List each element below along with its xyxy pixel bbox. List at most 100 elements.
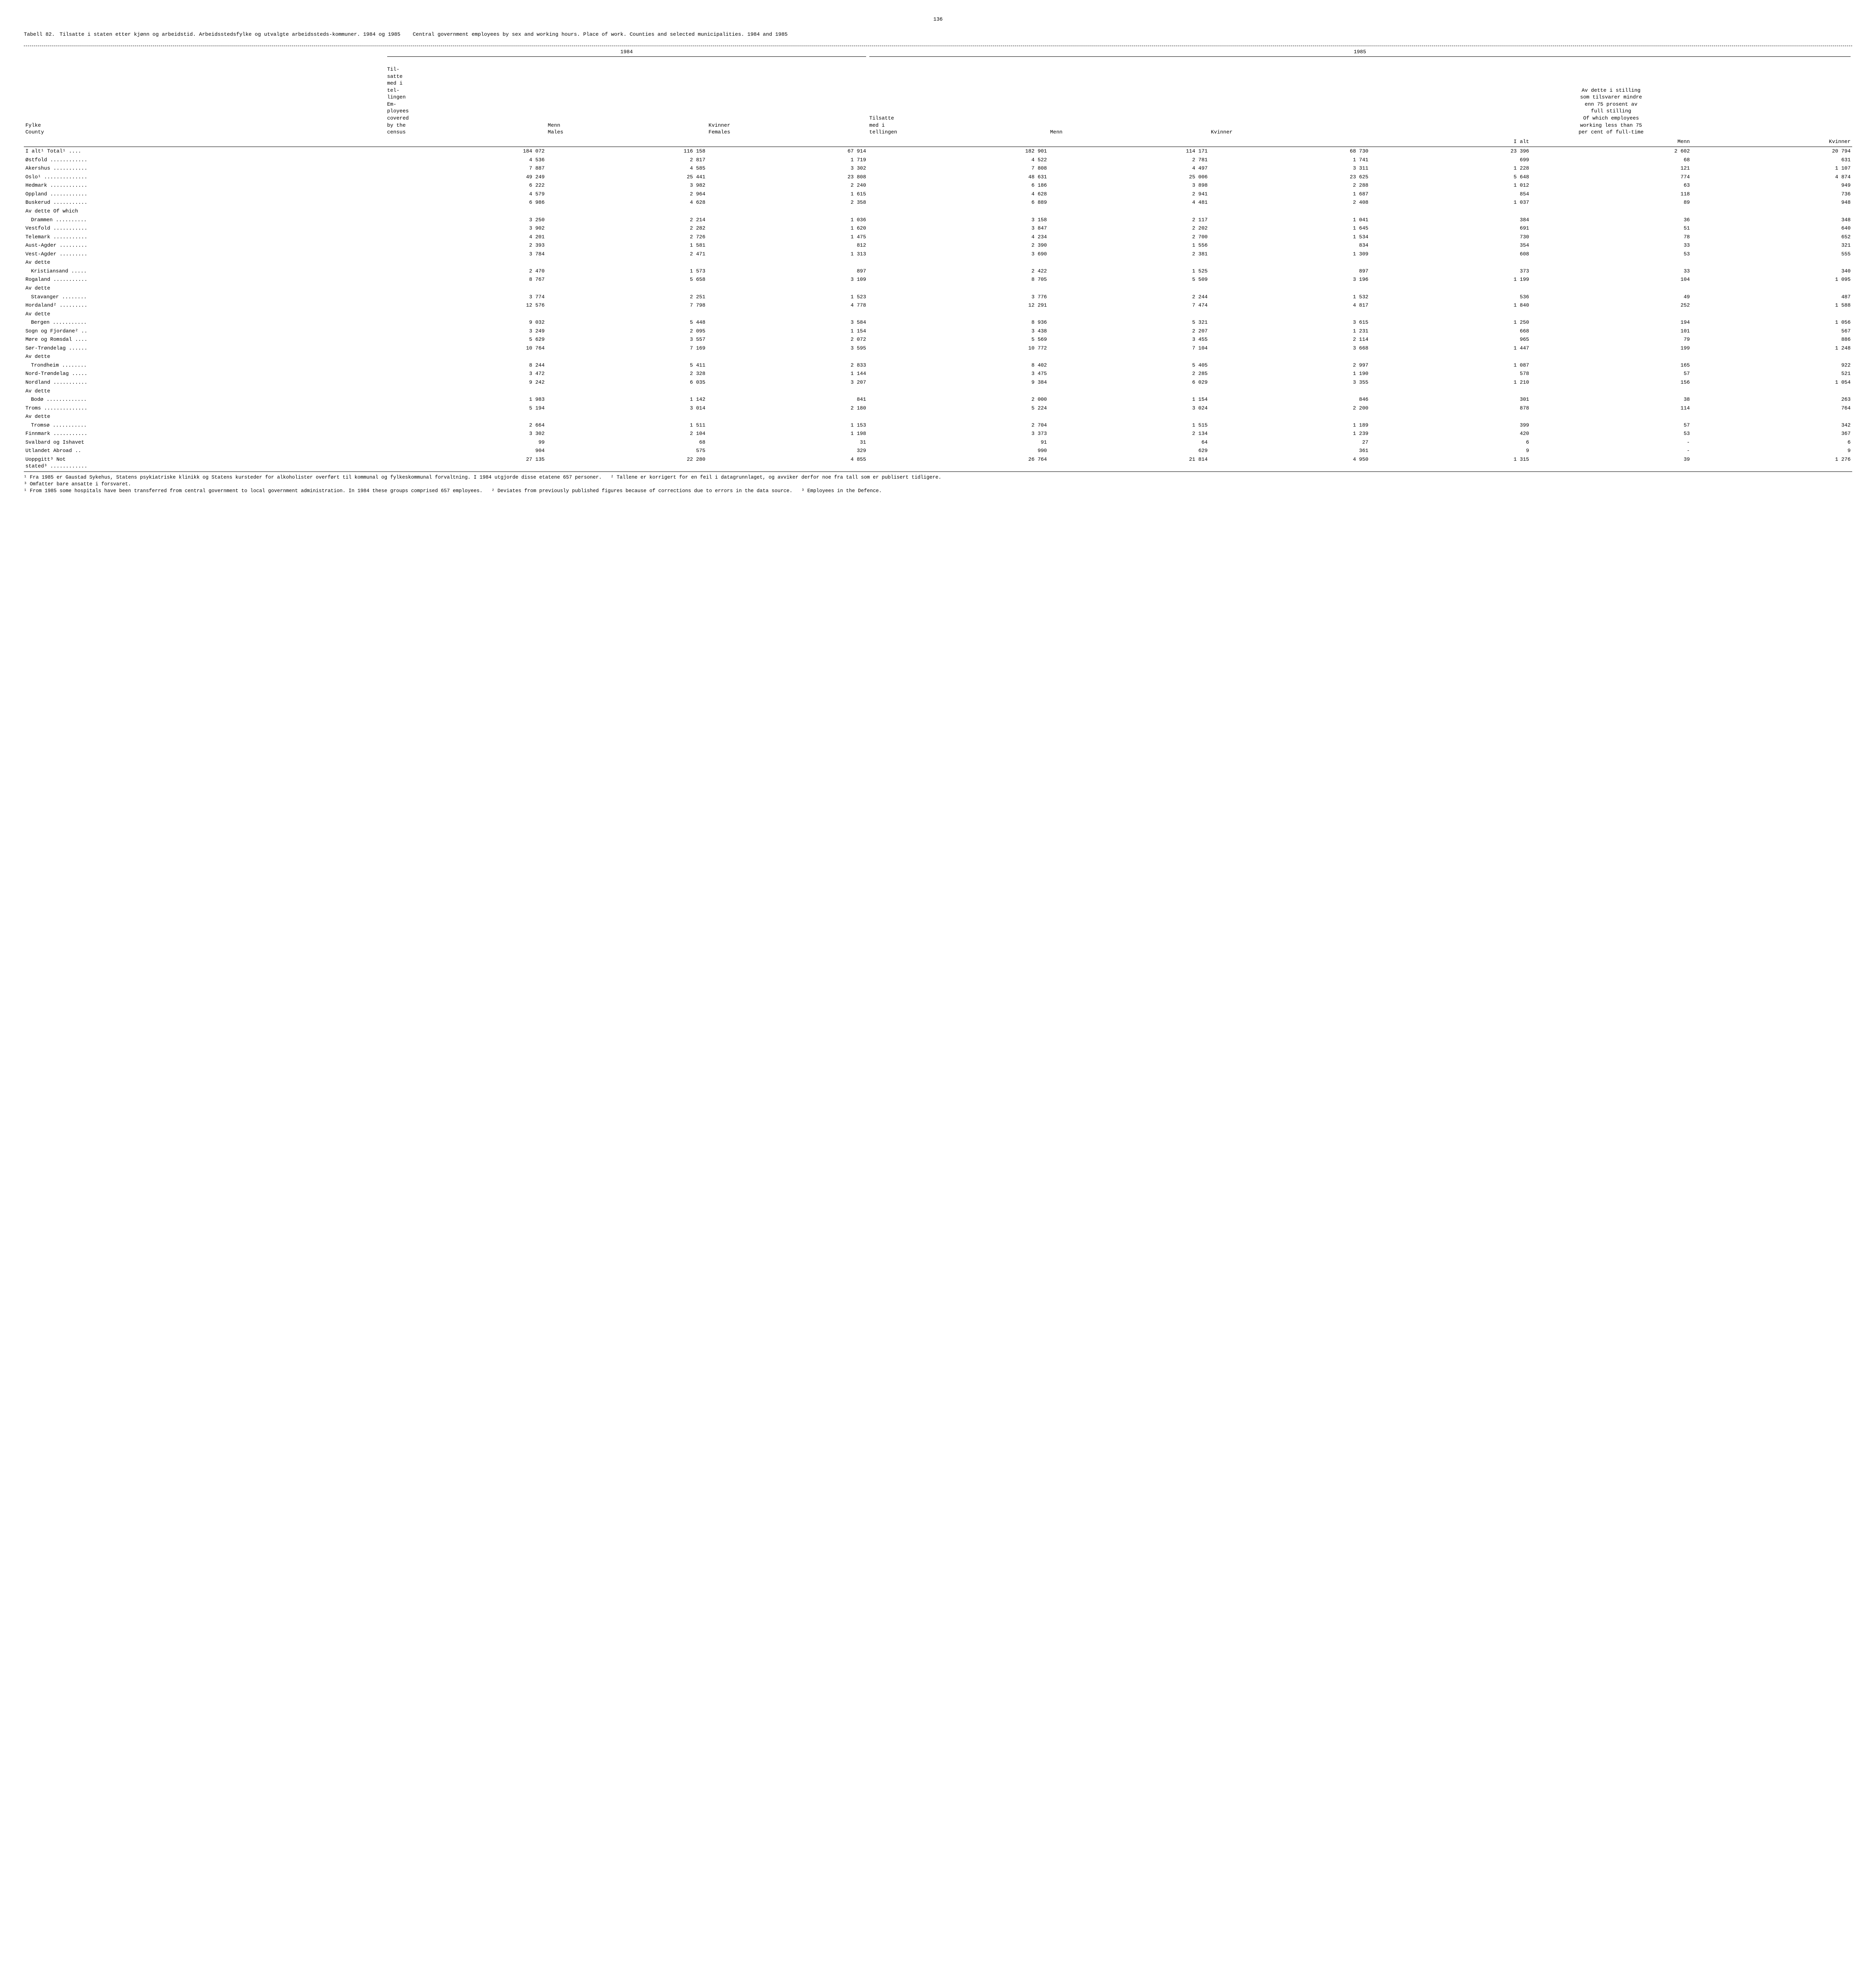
row-label: Hordaland² ......... bbox=[24, 301, 386, 310]
row-label: Buskerud ........... bbox=[24, 198, 386, 207]
cell-value: 4 201 bbox=[386, 233, 546, 241]
cell-value: 342 bbox=[1691, 421, 1852, 430]
cell-value: 5 569 bbox=[868, 335, 1048, 344]
cell-value: 263 bbox=[1691, 395, 1852, 404]
cell-value: 114 171 bbox=[1048, 147, 1209, 156]
cell-value: 101 bbox=[1531, 327, 1691, 336]
cell-value: 6 bbox=[1691, 438, 1852, 447]
table-row: Sogn og Fjordane² ..3 2492 0951 1543 438… bbox=[24, 327, 1852, 336]
cell-value: 53 bbox=[1531, 429, 1691, 438]
table-row: Av dette bbox=[24, 352, 1852, 361]
cell-value: 3 250 bbox=[386, 216, 546, 224]
table-row: Troms ..............5 1943 0142 1805 224… bbox=[24, 404, 1852, 413]
cell-value: 1 012 bbox=[1370, 181, 1531, 190]
cell-value: 904 bbox=[386, 446, 546, 455]
cell-value: 3 595 bbox=[707, 344, 868, 353]
cell-value: 699 bbox=[1370, 156, 1531, 164]
cell-value: 4 497 bbox=[1048, 164, 1209, 173]
cell-value: 57 bbox=[1531, 369, 1691, 378]
cell-value: 578 bbox=[1370, 369, 1531, 378]
cell-value: 68 bbox=[1531, 156, 1691, 164]
cell-value: 652 bbox=[1691, 233, 1852, 241]
table-row: Stavanger ........3 7742 2511 5233 7762 … bbox=[24, 293, 1852, 301]
row-label: Av dette bbox=[24, 387, 386, 396]
cell-value: 1 198 bbox=[707, 429, 868, 438]
cell-value: 3 014 bbox=[546, 404, 707, 413]
table-row: Rogaland ...........8 7675 6583 1098 705… bbox=[24, 275, 1852, 284]
cell-value: 1 573 bbox=[546, 267, 707, 276]
cell-value: 4 522 bbox=[868, 156, 1048, 164]
cell-value: 38 bbox=[1531, 395, 1691, 404]
cell-value: 67 914 bbox=[707, 147, 868, 156]
cell-value: 1 983 bbox=[386, 395, 546, 404]
cell-value: 5 411 bbox=[546, 361, 707, 370]
cell-value: 8 244 bbox=[386, 361, 546, 370]
cell-value: 948 bbox=[1691, 198, 1852, 207]
col-menn-1984: Menn Males bbox=[546, 58, 707, 137]
cell-value: 1 620 bbox=[707, 224, 868, 233]
cell-value: 629 bbox=[1048, 446, 1209, 455]
table-row: Østfold ............4 5362 8171 7194 522… bbox=[24, 156, 1852, 164]
cell-value: 2 358 bbox=[707, 198, 868, 207]
cell-value: 2 202 bbox=[1048, 224, 1209, 233]
cell-value: 1 532 bbox=[1209, 293, 1370, 301]
cell-value: 26 764 bbox=[868, 455, 1048, 471]
row-label: Telemark ........... bbox=[24, 233, 386, 241]
page-number: 136 bbox=[24, 16, 1852, 23]
col-kvinner-en: Females bbox=[708, 129, 730, 135]
cell-value: 2 180 bbox=[707, 404, 868, 413]
cell-value: 536 bbox=[1370, 293, 1531, 301]
row-label: Oslo¹ .............. bbox=[24, 173, 386, 182]
table-row: Av dette bbox=[24, 310, 1852, 319]
col-county-no: Fylke bbox=[25, 122, 41, 128]
data-table: 1984 1985 Fylke County Til- satte med i … bbox=[24, 48, 1852, 471]
cell-value: 2 000 bbox=[868, 395, 1048, 404]
cell-value: 1 719 bbox=[707, 156, 868, 164]
cell-value: 2 214 bbox=[546, 216, 707, 224]
table-row: Hedmark ............6 2223 9822 2406 186… bbox=[24, 181, 1852, 190]
cell-value: 1 095 bbox=[1691, 275, 1852, 284]
cell-value: 51 bbox=[1531, 224, 1691, 233]
cell-value: 68 730 bbox=[1209, 147, 1370, 156]
cell-value: 9 bbox=[1370, 446, 1531, 455]
cell-value: 846 bbox=[1209, 395, 1370, 404]
cell-value: 575 bbox=[546, 446, 707, 455]
cell-value: 1 142 bbox=[546, 395, 707, 404]
cell-value: 165 bbox=[1531, 361, 1691, 370]
table-row: Uoppgitt³ Not stated³ ............27 135… bbox=[24, 455, 1852, 471]
cell-value: 774 bbox=[1531, 173, 1691, 182]
row-spacer bbox=[386, 207, 1852, 216]
cell-value: 1 190 bbox=[1209, 369, 1370, 378]
cell-value: 1 534 bbox=[1209, 233, 1370, 241]
col-kvinner-s: Kvinner bbox=[1691, 137, 1852, 147]
cell-value: 1 309 bbox=[1209, 250, 1370, 259]
cell-value: 2 095 bbox=[546, 327, 707, 336]
cell-value: 7 808 bbox=[868, 164, 1048, 173]
cell-value: 21 814 bbox=[1048, 455, 1209, 471]
cell-value: 640 bbox=[1691, 224, 1852, 233]
table-row: Utlandet Abroad ..9045753299906293619-9 bbox=[24, 446, 1852, 455]
cell-value: 1 036 bbox=[707, 216, 868, 224]
col-county: Fylke County bbox=[24, 58, 386, 137]
cell-value: 965 bbox=[1370, 335, 1531, 344]
col-ialt: I alt bbox=[1370, 137, 1531, 147]
row-label: Kristiansand ..... bbox=[24, 267, 386, 276]
cell-value: 104 bbox=[1531, 275, 1691, 284]
row-label: Bodø ............. bbox=[24, 395, 386, 404]
cell-value: 3 902 bbox=[386, 224, 546, 233]
cell-value: 8 767 bbox=[386, 275, 546, 284]
cell-value: 10 772 bbox=[868, 344, 1048, 353]
row-label: I alt¹ Total¹ .... bbox=[24, 147, 386, 156]
table-row: Buskerud ...........6 9864 6282 3586 889… bbox=[24, 198, 1852, 207]
row-label: Drammen .......... bbox=[24, 216, 386, 224]
cell-value: 2 408 bbox=[1209, 198, 1370, 207]
table-row: Telemark ...........4 2012 7261 4754 234… bbox=[24, 233, 1852, 241]
cell-value: - bbox=[1531, 446, 1691, 455]
cell-value: 23 396 bbox=[1370, 147, 1531, 156]
cell-value: 3 784 bbox=[386, 250, 546, 259]
cell-value: - bbox=[1531, 438, 1691, 447]
table-title: Tabell 82. Tilsatte i staten etter kjønn… bbox=[24, 31, 1852, 38]
cell-value: 3 774 bbox=[386, 293, 546, 301]
cell-value: 1 511 bbox=[546, 421, 707, 430]
cell-value: 1 144 bbox=[707, 369, 868, 378]
